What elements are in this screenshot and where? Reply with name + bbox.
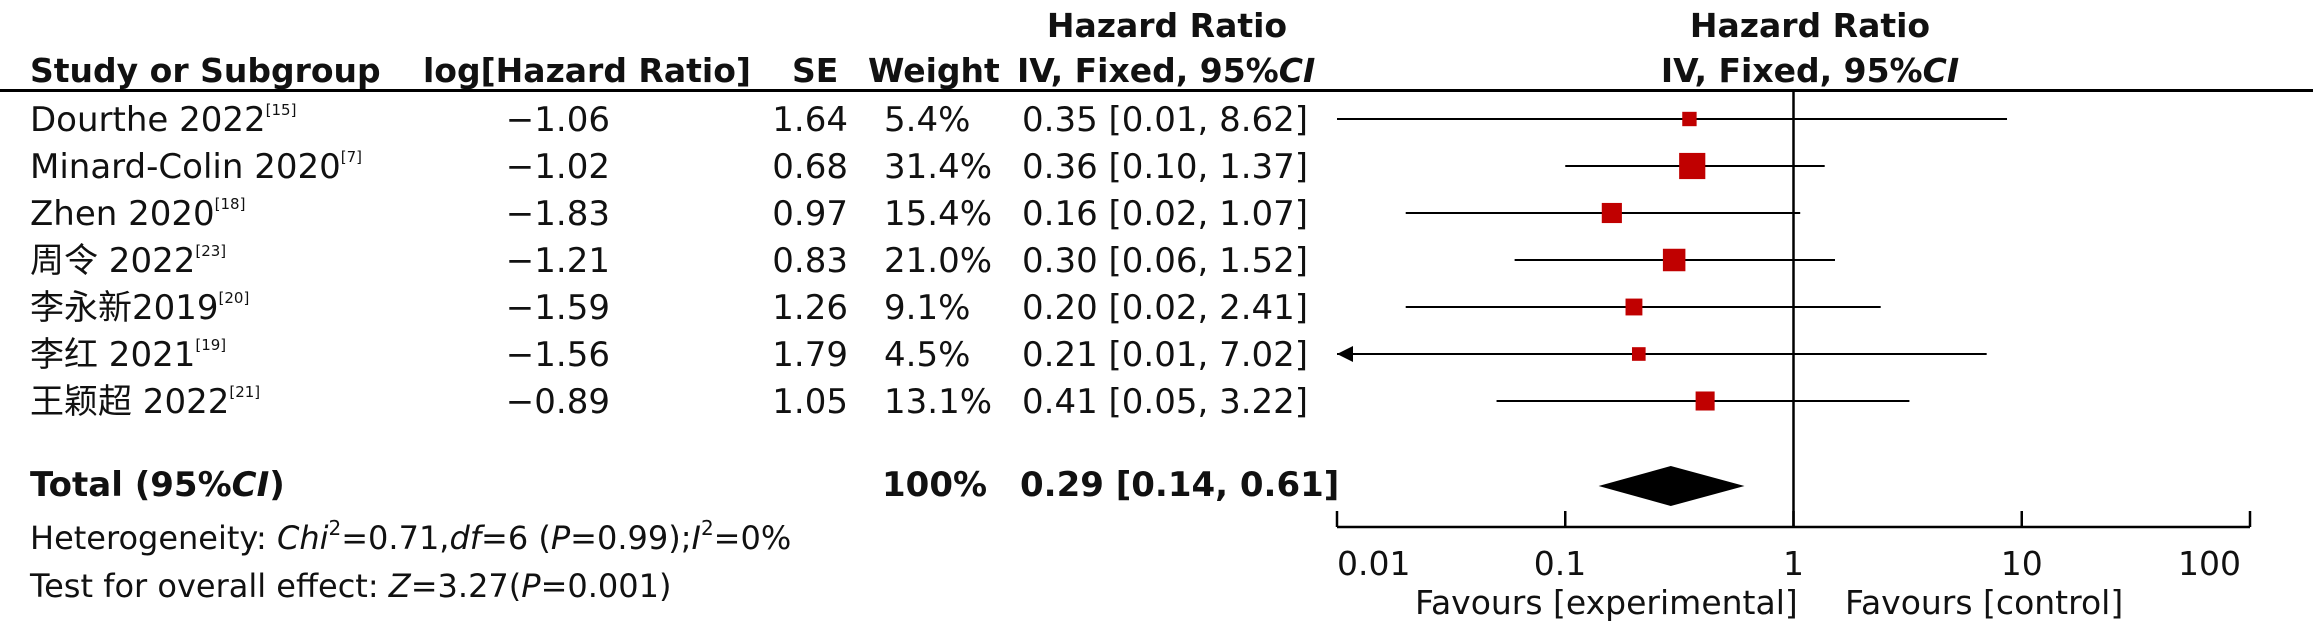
header-rule: [0, 89, 2313, 92]
header-plot-top: Hazard Ratio: [1689, 6, 1931, 45]
study-se: 1.05: [772, 382, 848, 422]
study-hr-ci: 0.36 [0.10, 1.37]: [1022, 147, 1309, 187]
study-label: 李永新2019: [30, 288, 219, 328]
study-weight: 13.1%: [884, 382, 993, 422]
header-plot-sub: IV, Fixed, 95%CI: [1660, 51, 1960, 90]
study-loghr: −1.21: [505, 241, 610, 281]
study-label: Dourthe 2022: [30, 100, 266, 140]
study-marker: [1682, 111, 1697, 127]
study-loghr: −1.02: [505, 147, 610, 187]
study-name: Dourthe 2022[15]: [30, 100, 297, 140]
study-label: Minard-Colin 2020: [30, 147, 341, 187]
study-se: 0.68: [772, 147, 848, 187]
favours-experimental: Favours [experimental]: [1415, 583, 1798, 622]
x-tick-label: 1: [1783, 544, 1804, 583]
study-marker: [1631, 347, 1646, 361]
study-marker: [1601, 202, 1622, 224]
study-reference: [23]: [195, 242, 227, 260]
study-reference: [15]: [265, 101, 297, 119]
study-loghr: −1.56: [505, 335, 610, 375]
study-hr-ci: 0.35 [0.01, 8.62]: [1022, 100, 1309, 140]
study-name: Zhen 2020[18]: [30, 194, 246, 234]
study-loghr: −0.89: [505, 382, 610, 422]
total-hr: 0.29 [0.14, 0.61]: [1020, 465, 1340, 505]
study-hr-ci: 0.21 [0.01, 7.02]: [1022, 335, 1309, 375]
study-se: 1.26: [772, 288, 848, 328]
study-marker: [1625, 298, 1643, 316]
header-study: Study or Subgroup: [30, 51, 381, 90]
study-se: 0.83: [772, 241, 848, 281]
study-label: 周令 2022: [30, 241, 196, 281]
study-name: 王颖超 2022[21]: [30, 382, 261, 422]
favours-control: Favours [control]: [1845, 583, 2124, 622]
study-weight: 5.4%: [884, 100, 971, 140]
total-weight: 100%: [882, 465, 988, 505]
x-tick-label: 0.1: [1533, 544, 1587, 583]
study-hr-ci: 0.20 [0.02, 2.41]: [1022, 288, 1309, 328]
study-weight: 21.0%: [884, 241, 993, 281]
study-label: 李红 2021: [30, 335, 196, 375]
study-loghr: −1.83: [505, 194, 610, 234]
x-tick-label: 0.01: [1337, 544, 1411, 583]
study-name: 李永新2019[20]: [30, 288, 250, 328]
study-hr-ci: 0.30 [0.06, 1.52]: [1022, 241, 1309, 281]
study-hr-ci: 0.41 [0.05, 3.22]: [1022, 382, 1309, 422]
study-marker: [1695, 391, 1715, 411]
overall-effect-text: Test for overall effect: Z=3.27(P=0.001): [30, 567, 672, 605]
x-tick-label: 10: [2000, 544, 2043, 583]
study-se: 1.79: [772, 335, 848, 375]
study-hr-ci: 0.16 [0.02, 1.07]: [1022, 194, 1309, 234]
study-reference: [18]: [214, 195, 246, 213]
x-tick-label: 100: [2178, 544, 2241, 583]
study-reference: [7]: [340, 148, 362, 166]
study-marker: [1662, 248, 1686, 272]
study-marker: [1679, 152, 1706, 180]
study-weight: 4.5%: [884, 335, 971, 375]
study-se: 0.97: [772, 194, 848, 234]
study-weight: 9.1%: [884, 288, 971, 328]
pooled-diamond: [1598, 466, 1745, 506]
study-name: 李红 2021[19]: [30, 335, 227, 375]
study-name: 周令 2022[23]: [30, 241, 227, 281]
study-name: Minard-Colin 2020[7]: [30, 147, 362, 187]
study-se: 1.64: [772, 100, 848, 140]
study-reference: [19]: [195, 336, 227, 354]
total-label: Total (95%CI): [30, 465, 285, 505]
header-se: SE: [792, 51, 839, 90]
heterogeneity-text: Heterogeneity: Chi2=0.71,df=6 (P=0.99);I…: [30, 516, 792, 557]
header-hr-sub: IV, Fixed, 95%CI: [1017, 51, 1316, 90]
study-label: 王颖超 2022: [30, 382, 230, 422]
header-loghr: log[Hazard Ratio]: [423, 51, 751, 90]
study-weight: 31.4%: [884, 147, 993, 187]
header-hr-top: Hazard Ratio: [1046, 6, 1288, 45]
study-reference: [21]: [229, 383, 261, 401]
study-label: Zhen 2020: [30, 194, 215, 234]
header-weight: Weight: [868, 51, 1000, 90]
study-reference: [20]: [218, 289, 250, 307]
study-weight: 15.4%: [884, 194, 993, 234]
study-loghr: −1.06: [505, 100, 610, 140]
study-loghr: −1.59: [505, 288, 610, 328]
ci-arrow-left: [1337, 346, 1353, 362]
